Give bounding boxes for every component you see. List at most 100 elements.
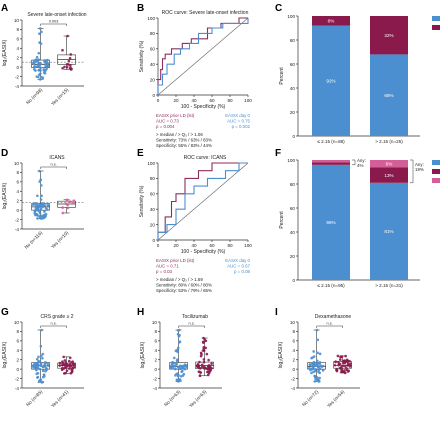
data-point: [39, 361, 43, 365]
roc-note: Sensitivity: 73% / 63% / 83%: [156, 138, 212, 143]
data-point: [41, 380, 45, 384]
data-point: [321, 369, 325, 372]
x-tick-label: 100: [244, 243, 252, 248]
data-point: [316, 338, 320, 342]
y-tick-label: 6: [16, 180, 19, 185]
y-tick-label: -4: [15, 227, 20, 232]
x-tick-label: > 2.15 (n=31): [375, 283, 403, 288]
data-point: [39, 178, 43, 181]
y-tick-label: 100: [287, 158, 295, 163]
bar-value-label: 68%: [384, 93, 393, 98]
data-point: [69, 53, 73, 56]
roc-curve-1: [157, 162, 248, 240]
data-point: [312, 350, 315, 353]
legend-right-name: EASIX day 0: [225, 113, 250, 118]
bar-segment: [370, 16, 408, 55]
y-axis-label: Sensitivity (%): [139, 185, 145, 217]
data-point: [67, 359, 71, 363]
data-point: [310, 371, 313, 375]
data-point: [339, 365, 343, 369]
y-tick-label: 10: [14, 161, 20, 166]
x-tick-label: 80: [227, 98, 233, 103]
y-tick-label: -4: [291, 386, 296, 391]
y-tick-label: -2: [291, 376, 296, 381]
data-point: [58, 361, 62, 365]
y-tick-label: 4: [292, 348, 295, 353]
data-point: [44, 366, 48, 370]
bar-segment: [370, 167, 408, 183]
y-tick-label: 10: [14, 320, 20, 325]
data-point: [37, 51, 41, 55]
legend-swatch: [432, 160, 440, 165]
data-point: [42, 373, 46, 377]
any-bracket: [352, 159, 356, 166]
panel-letter: G: [1, 307, 9, 318]
panel-letter: I: [275, 307, 278, 318]
data-point: [171, 362, 174, 366]
y-tick-label: 40: [150, 207, 156, 212]
x-tick-label: No (n=116): [24, 230, 44, 250]
plot-title: Tocilizumab: [182, 314, 208, 320]
data-point: [343, 364, 347, 368]
y-tick-label: -4: [15, 386, 20, 391]
data-point: [37, 68, 41, 72]
data-point: [183, 367, 187, 371]
y-axis-label: Percent: [279, 211, 285, 229]
data-point: [64, 362, 68, 366]
legend-right-p: p = 0.002: [232, 124, 251, 129]
x-tick-label: 40: [191, 98, 197, 103]
data-point: [200, 363, 204, 367]
data-point: [198, 370, 202, 374]
data-point: [38, 180, 42, 183]
data-point: [210, 366, 213, 370]
data-point: [40, 30, 43, 34]
roc-note: > median / > Q₃ / > 1.59: [156, 277, 203, 282]
data-point: [318, 376, 321, 380]
roc-note: Specificity: 53% / 79% / 65%: [156, 288, 212, 293]
panel-F: F 0 20 40 60 80 100 Percent 96% ≤ 2.15 (n=95) 81% 1…: [275, 148, 440, 288]
data-point: [38, 169, 41, 173]
panel-letter: B: [137, 3, 144, 14]
y-axis-label: log₂(EASIX): [140, 341, 146, 368]
data-point: [65, 63, 69, 66]
plot-title: CRS grade ≥ 2: [40, 314, 73, 320]
data-point: [43, 362, 47, 365]
data-point: [335, 368, 339, 372]
data-point: [61, 206, 64, 209]
data-point: [41, 205, 44, 209]
data-point: [32, 365, 35, 369]
data-point: [69, 64, 72, 67]
y-tick-label: 2: [16, 56, 19, 61]
data-point: [204, 339, 208, 343]
data-point: [205, 352, 209, 356]
data-point: [178, 333, 181, 337]
data-point: [35, 75, 39, 78]
data-point: [317, 370, 320, 374]
data-point: [42, 68, 46, 71]
data-point: [35, 372, 38, 376]
data-point: [41, 203, 45, 207]
data-point: [40, 184, 43, 187]
roc-note: Specificity: 55% / 83% / 44%: [156, 143, 212, 148]
panel-A: A Severe late-onset infection -4 -2 0 2 4 6 8 10 l…: [1, 3, 87, 106]
y-tick-label: 4: [16, 189, 19, 194]
data-point: [349, 362, 352, 366]
data-point: [66, 206, 70, 210]
panel-C: C 0 20 40 60 80 100 Percent 92% 8% ≤ 2.15 (n=88) 68…: [275, 3, 440, 144]
data-point: [198, 367, 202, 370]
plot-title: Severe late-onset infection: [27, 12, 86, 18]
legend-right-auc: AUC = 0.75: [227, 119, 250, 124]
data-point: [346, 360, 349, 364]
data-point: [174, 367, 177, 371]
bar-value-label: 32%: [384, 33, 393, 38]
y-tick-label: 2: [16, 358, 19, 363]
bar-segment: [312, 25, 350, 137]
data-point: [173, 364, 177, 368]
data-point: [315, 328, 319, 332]
y-tick-label: 80: [290, 182, 296, 187]
box: [169, 362, 188, 370]
y-tick-label: 6: [16, 339, 19, 344]
data-point: [58, 364, 62, 367]
x-tick-label: ≤ 2.15 (n=88): [317, 139, 345, 144]
data-point: [40, 194, 43, 198]
